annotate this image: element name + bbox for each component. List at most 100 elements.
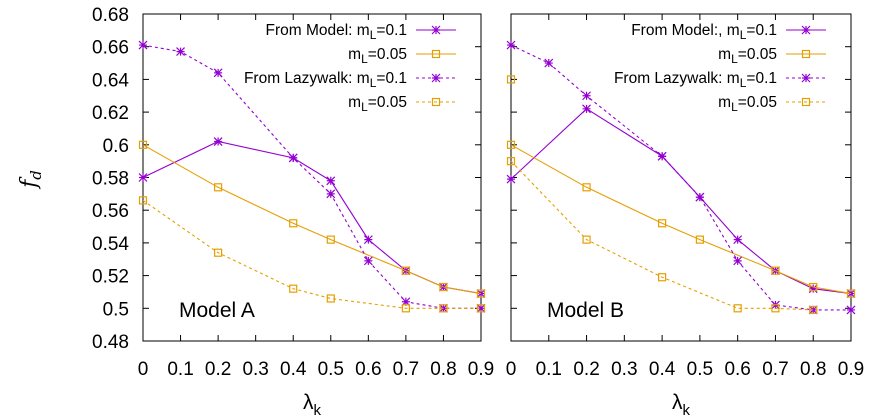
data-point (695, 192, 705, 202)
series-line (142, 140, 482, 295)
y-tick-label: 0.5 (103, 299, 129, 320)
legend-marker (801, 73, 811, 83)
legend-marker (431, 49, 441, 59)
data-point (808, 284, 818, 294)
y-tick-label: 0.66 (92, 38, 129, 59)
x-tick-label: 0.2 (573, 359, 599, 380)
legend-entry: From Lazywalk: mL=0.1 (244, 70, 456, 90)
legend-label: From Model: mL=0.1 (265, 22, 407, 42)
series-5 (506, 75, 516, 84)
data-point (658, 273, 667, 282)
data-point (138, 140, 148, 149)
data-point (846, 289, 856, 298)
data-point (439, 304, 448, 313)
data-point (214, 248, 223, 257)
x-tick-label: 0.5 (687, 359, 713, 380)
data-point (213, 137, 223, 146)
x-tick-label: 0.5 (318, 359, 344, 380)
y-axis-title-sub: d (27, 170, 45, 180)
legend-marker (431, 97, 441, 107)
legend-marker (801, 25, 811, 35)
legend-marker (431, 25, 441, 35)
data-point (695, 235, 704, 244)
x-tick-label: 0.4 (280, 359, 307, 380)
y-tick-label: 0.6 (103, 136, 129, 157)
x-tick-label: 0 (506, 359, 517, 380)
series-line (142, 144, 482, 295)
y-tick-label: 0.52 (92, 267, 129, 288)
series-line (510, 108, 852, 295)
data-point (582, 235, 591, 244)
data-point (582, 91, 591, 101)
series-3 (138, 40, 486, 313)
x-tick-label: 0.3 (611, 359, 637, 380)
y-tick-label: 0.54 (92, 234, 129, 255)
legend-entry: mL=0.05 (348, 46, 456, 66)
y-tick-label: 0.68 (92, 5, 129, 26)
x-tick-label: 0 (138, 359, 149, 380)
y-tick-label: 0.62 (92, 103, 129, 124)
data-point (138, 40, 148, 50)
x-tick-label: 0.6 (355, 359, 381, 380)
x-tick-label: 0.1 (167, 359, 193, 380)
data-point (138, 196, 148, 205)
series-1 (506, 104, 856, 299)
data-point (582, 104, 591, 114)
data-point (506, 40, 516, 50)
series-2 (138, 140, 486, 298)
data-point (846, 305, 856, 315)
legend-label: From Model:, mL=0.1 (631, 22, 777, 42)
data-point (176, 47, 185, 57)
data-point (401, 297, 411, 307)
y-axis-title: fd (17, 170, 45, 190)
data-point (733, 304, 742, 313)
series-line (142, 199, 481, 309)
data-point (809, 282, 818, 292)
y-tick-label: 0.58 (92, 169, 129, 190)
legend-entry: mL=0.05 (348, 94, 456, 114)
legend-entry: From Lazywalk: mL=0.1 (614, 70, 826, 90)
data-point (401, 304, 410, 313)
x-tick-label: 0.4 (649, 359, 676, 380)
data-point (288, 153, 298, 163)
series-4 (506, 157, 818, 315)
panel-label: Model B (547, 299, 624, 322)
data-point (326, 189, 336, 199)
data-point (771, 266, 780, 275)
x-tick-label: 0.1 (536, 359, 562, 380)
legend-label: mL=0.05 (348, 46, 407, 66)
y-tick-label: 0.48 (92, 332, 129, 353)
legend-marker (801, 49, 811, 59)
data-point (733, 256, 743, 266)
data-point (439, 282, 448, 292)
panel-2: 0 0.1 0.2 0.3 0.4 0.5 0.6 0.7 0.8 0.9 λk From Model… (506, 13, 864, 417)
x-tick-label: 0.3 (242, 359, 268, 380)
data-point (363, 256, 373, 266)
legend-entry: mL=0.05 (718, 94, 826, 114)
data-point (326, 294, 335, 303)
data-point (771, 304, 780, 313)
panel-1: 0.48 0.5 0.52 0.54 0.56 0.58 0.6 0.62 0.64 0.66 0.… (92, 5, 494, 417)
x-tick-label: 0.6 (724, 359, 750, 380)
x-axis-title: λk (303, 391, 322, 417)
legend-marker (431, 73, 441, 83)
legend-entry: From Model: mL=0.1 (265, 22, 456, 42)
panels: 0.48 0.5 0.52 0.54 0.56 0.58 0.6 0.62 0.64 0.66 0.… (92, 5, 864, 417)
data-point (326, 235, 335, 244)
data-point (657, 151, 667, 161)
data-point (808, 305, 818, 315)
legend-entry: mL=0.05 (718, 46, 826, 66)
data-point (506, 75, 516, 84)
data-point (401, 266, 410, 275)
x-tick-label: 0.9 (468, 359, 494, 380)
series-line (510, 160, 814, 311)
legend-label: mL=0.05 (718, 46, 777, 66)
data-point (213, 68, 223, 78)
data-point (809, 305, 818, 315)
x-tick-label: 0.7 (762, 359, 788, 380)
data-point (658, 219, 667, 228)
x-tick-label: 0.9 (838, 359, 864, 380)
x-tick-label: 0.7 (393, 359, 419, 380)
y-tick-label: 0.56 (92, 201, 129, 222)
data-point (476, 289, 486, 298)
